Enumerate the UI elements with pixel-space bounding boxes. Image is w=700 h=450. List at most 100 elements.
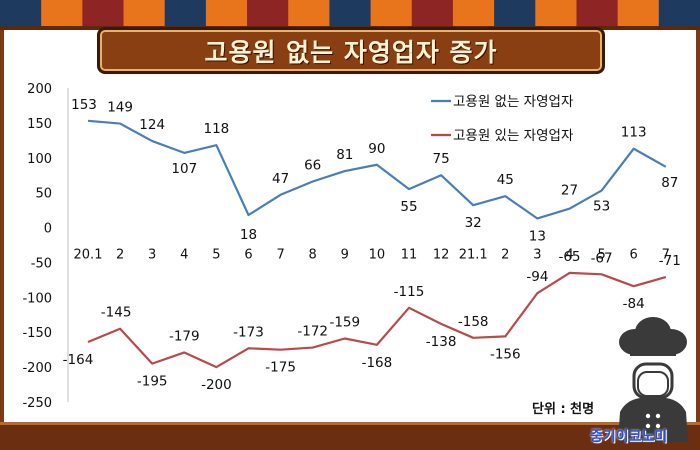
title-banner: 고용원 없는 자영업자 증가 — [97, 27, 605, 74]
data-label: -138 — [426, 334, 457, 350]
page-title: 고용원 없는 자영업자 증가 — [204, 37, 498, 67]
data-label: 13 — [529, 228, 546, 244]
data-label: 90 — [368, 141, 385, 157]
chef-icon — [618, 317, 688, 442]
data-label: 53 — [593, 199, 610, 215]
data-label: -172 — [297, 324, 328, 340]
awning-stripe — [576, 0, 619, 30]
data-label: 75 — [433, 151, 450, 167]
x-tick-label: 6 — [630, 248, 638, 263]
awning-stripe — [535, 0, 577, 30]
data-label: 118 — [204, 121, 230, 137]
y-tick-label: 200 — [27, 82, 52, 97]
data-label: -94 — [526, 269, 548, 285]
y-tick-label: 0 — [44, 222, 52, 237]
data-label: -65 — [558, 249, 580, 265]
legend-entry-1: 고용원 없는 자영업자 — [431, 94, 574, 110]
striped-awning — [0, 0, 700, 30]
data-label: -156 — [490, 346, 521, 362]
awning-stripe — [123, 0, 166, 30]
data-label: -168 — [362, 355, 393, 371]
data-label: 47 — [272, 171, 289, 187]
y-tick-label: -250 — [22, 396, 52, 411]
data-label: -179 — [169, 328, 200, 344]
data-label: 27 — [561, 183, 578, 199]
x-tick-label: 5 — [212, 248, 220, 263]
awning-stripe — [617, 0, 660, 30]
legend-label: 고용원 있는 자영업자 — [453, 128, 574, 144]
y-tick-label: -200 — [22, 361, 52, 376]
x-tick-label: 2 — [116, 248, 124, 263]
x-tick-label: 12 — [433, 248, 450, 263]
data-label: -158 — [458, 314, 489, 330]
data-label: -195 — [137, 374, 168, 390]
awning-stripe — [411, 0, 454, 30]
data-label: -71 — [659, 253, 681, 269]
x-tick-label: 6 — [244, 248, 252, 263]
series-line-2 — [87, 271, 667, 369]
awning-stripe — [452, 0, 495, 30]
x-tick-label: 4 — [565, 248, 573, 263]
awning-stripe — [370, 0, 413, 30]
data-label: 32 — [465, 215, 482, 231]
x-tick-label: 10 — [369, 248, 386, 263]
y-tick-label: -50 — [31, 256, 52, 271]
data-label: 81 — [336, 147, 353, 163]
legend-entry-2: 고용원 있는 자영업자 — [431, 128, 574, 144]
x-tick-label: 3 — [533, 248, 541, 263]
awning-stripe — [82, 0, 125, 30]
data-label: -175 — [265, 360, 296, 376]
data-label: 124 — [139, 117, 165, 133]
data-label: 55 — [400, 199, 417, 215]
awning-stripe — [164, 0, 207, 30]
x-tick-label: 20.1 — [74, 248, 103, 263]
data-label: -145 — [101, 305, 132, 321]
data-label: 113 — [621, 125, 647, 141]
data-label: -159 — [329, 315, 360, 331]
data-label: 87 — [661, 175, 678, 191]
x-tick-label: 9 — [341, 248, 349, 263]
frame-left-edge — [0, 30, 4, 425]
awning-stripe — [247, 0, 289, 30]
x-tick-label: 2 — [501, 248, 509, 263]
y-tick-label: -150 — [22, 326, 52, 341]
data-label: -173 — [233, 324, 264, 340]
data-label: 149 — [107, 100, 133, 116]
x-tick-label: 7 — [662, 248, 670, 263]
watermark: 중기이코노미 — [590, 429, 668, 445]
data-label: -67 — [591, 250, 613, 266]
x-tick-label: 21.1 — [459, 248, 488, 263]
legend-label: 고용원 없는 자영업자 — [453, 94, 574, 110]
y-tick-label: 150 — [27, 117, 52, 132]
x-tick-label: 3 — [148, 248, 156, 263]
awning-stripe — [288, 0, 330, 30]
data-label: 107 — [171, 161, 197, 177]
awning-stripe — [329, 0, 372, 30]
unit-label: 단위 : 천명 — [532, 402, 595, 417]
awning-stripe — [205, 0, 248, 30]
data-label: 66 — [304, 158, 321, 174]
x-tick-label: 7 — [276, 248, 284, 263]
data-label: -84 — [623, 296, 645, 312]
frame-bottom-trim — [0, 422, 700, 425]
frame-bottom-bar — [0, 422, 700, 450]
data-label: -164 — [63, 352, 94, 368]
x-tick-label: 8 — [309, 248, 317, 263]
awning-stripe — [0, 0, 42, 30]
data-label: 45 — [497, 172, 514, 188]
y-tick-label: -100 — [22, 291, 52, 306]
series-line-1 — [87, 119, 667, 220]
awning-stripe — [658, 0, 700, 30]
x-tick-label: 11 — [401, 248, 418, 263]
y-tick-label: 100 — [27, 152, 52, 167]
x-tick-label: 5 — [597, 248, 605, 263]
y-tick-label: 50 — [35, 187, 52, 202]
frame-right-edge — [696, 30, 700, 425]
awning-stripe — [41, 0, 83, 30]
awning-stripe — [494, 0, 536, 30]
data-label: 18 — [240, 227, 257, 243]
data-label: -200 — [201, 377, 232, 393]
x-tick-label: 4 — [180, 248, 188, 263]
data-label: -115 — [394, 284, 425, 300]
